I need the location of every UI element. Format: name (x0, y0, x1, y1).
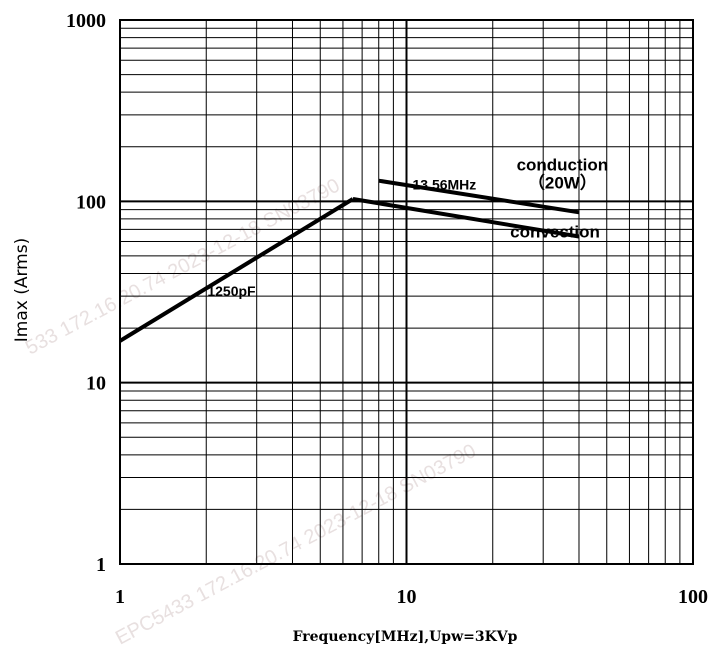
annotation-label: conduction (517, 155, 609, 174)
x-tick-label: 10 (397, 586, 417, 608)
series-lines (118, 178, 580, 343)
tick-labels: 1 10 100 1 10 100 1000 (66, 10, 708, 608)
plot-frame (119, 19, 694, 565)
annotation-label: convection (510, 223, 600, 242)
annotation-label: 1250pF (207, 283, 256, 299)
y-tick-label: 100 (76, 191, 106, 213)
y-tick-label: 10 (86, 373, 106, 395)
annotation-label: （20W） (528, 172, 597, 192)
y-tick-label: 1 (96, 554, 106, 576)
y-tick-label: 1000 (66, 10, 106, 32)
x-axis-label: Frequency[MHz],Upw=3KVp (293, 629, 518, 645)
annotations: 13.56MHz conduction（20W） convection 1250pF (207, 155, 608, 299)
series-line-3 (352, 197, 580, 239)
x-tick-label: 1 (115, 586, 125, 608)
series-line-2 (378, 178, 580, 215)
y-axis-label: Imax (Arms) (12, 238, 32, 342)
series-line-1 (118, 197, 354, 343)
grid (119, 19, 694, 565)
annotation-label: 13.56MHz (412, 177, 476, 193)
x-tick-label: 100 (678, 586, 708, 608)
